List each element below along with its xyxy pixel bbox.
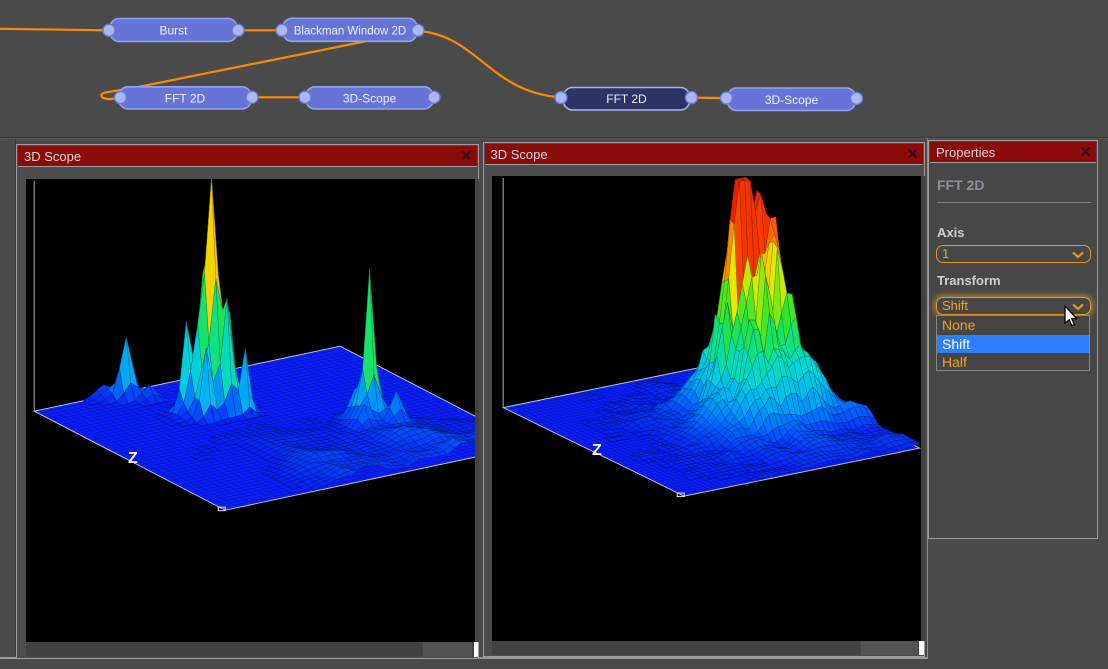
svg-text:3D-Scope: 3D-Scope bbox=[343, 91, 397, 105]
svg-text:Z: Z bbox=[592, 442, 602, 459]
svg-text:FFT 2D: FFT 2D bbox=[606, 92, 647, 106]
svg-text:FFT 2D: FFT 2D bbox=[165, 91, 206, 105]
svg-text:Z: Z bbox=[128, 450, 138, 467]
svg-text:Burst: Burst bbox=[159, 24, 188, 38]
svg-text:3D-Scope: 3D-Scope bbox=[765, 93, 819, 107]
svg-text:Blackman Window 2D: Blackman Window 2D bbox=[294, 25, 406, 37]
